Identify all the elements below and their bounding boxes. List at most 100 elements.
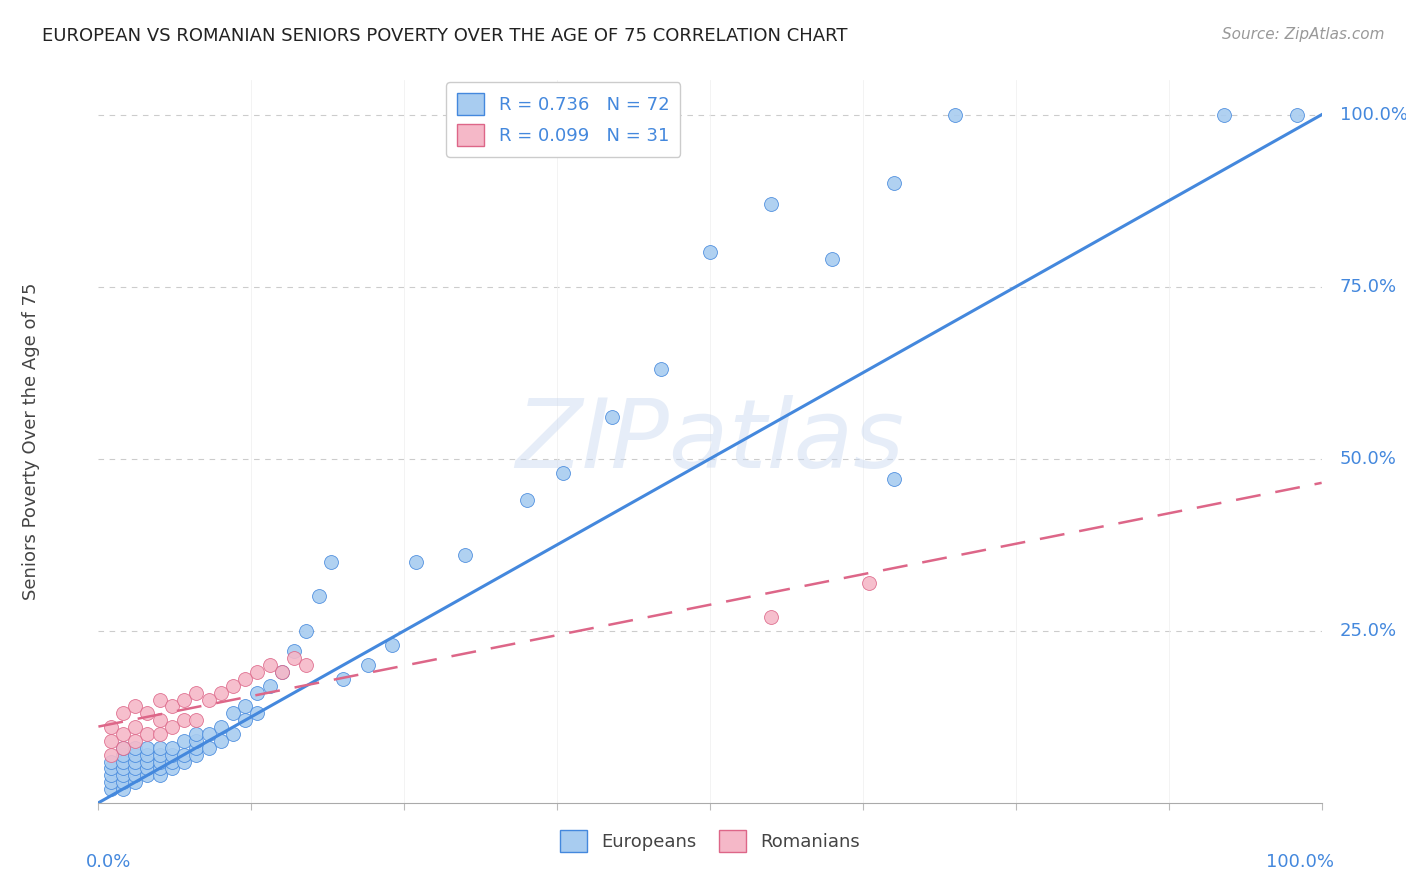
Text: 75.0%: 75.0%	[1340, 277, 1398, 296]
Point	[699, 245, 721, 260]
Point	[149, 713, 172, 727]
Point	[1286, 108, 1309, 122]
Point	[270, 665, 294, 679]
Point	[100, 720, 122, 734]
Point	[136, 755, 159, 769]
Point	[160, 755, 183, 769]
Point	[270, 665, 294, 679]
Point	[197, 727, 219, 741]
Point	[332, 672, 354, 686]
Point	[209, 686, 232, 700]
Point	[124, 761, 146, 775]
Point	[246, 706, 269, 721]
Point	[100, 775, 122, 789]
Point	[149, 692, 172, 706]
Point	[186, 740, 208, 755]
Point	[111, 727, 134, 741]
Point	[233, 713, 256, 727]
Point	[149, 747, 172, 762]
Point	[160, 761, 183, 775]
Point	[222, 679, 245, 693]
Point	[111, 706, 134, 721]
Point	[173, 755, 195, 769]
Point	[883, 177, 905, 191]
Point	[943, 108, 966, 122]
Point	[173, 747, 195, 762]
Point	[100, 734, 122, 748]
Point	[186, 734, 208, 748]
Text: Seniors Poverty Over the Age of 75: Seniors Poverty Over the Age of 75	[22, 283, 41, 600]
Point	[209, 734, 232, 748]
Point	[124, 775, 146, 789]
Point	[160, 699, 183, 714]
Point	[246, 665, 269, 679]
Point	[160, 747, 183, 762]
Point	[136, 727, 159, 741]
Point	[111, 740, 134, 755]
Point	[136, 768, 159, 782]
Point	[186, 727, 208, 741]
Point	[222, 706, 245, 721]
Point	[186, 686, 208, 700]
Text: 25.0%: 25.0%	[1340, 622, 1398, 640]
Point	[136, 747, 159, 762]
Point	[761, 610, 783, 624]
Point	[124, 768, 146, 782]
Point	[124, 720, 146, 734]
Point	[197, 740, 219, 755]
Point	[821, 252, 844, 267]
Point	[553, 466, 575, 480]
Point	[136, 706, 159, 721]
Point	[149, 755, 172, 769]
Text: Source: ZipAtlas.com: Source: ZipAtlas.com	[1222, 27, 1385, 42]
Point	[308, 590, 330, 604]
Point	[124, 740, 146, 755]
Point	[136, 740, 159, 755]
Point	[111, 740, 134, 755]
Point	[405, 555, 427, 569]
Point	[111, 755, 134, 769]
Point	[233, 672, 256, 686]
Point	[883, 472, 905, 486]
Point	[283, 644, 305, 658]
Point	[186, 747, 208, 762]
Point	[160, 720, 183, 734]
Point	[173, 713, 195, 727]
Point	[381, 638, 404, 652]
Point	[111, 782, 134, 797]
Text: 0.0%: 0.0%	[86, 854, 132, 871]
Point	[761, 197, 783, 211]
Point	[100, 768, 122, 782]
Point	[259, 658, 281, 673]
Point	[1212, 108, 1234, 122]
Point	[149, 761, 172, 775]
Point	[246, 686, 269, 700]
Point	[149, 727, 172, 741]
Point	[100, 747, 122, 762]
Text: ZIPatlas: ZIPatlas	[516, 395, 904, 488]
Point	[149, 768, 172, 782]
Point	[233, 699, 256, 714]
Point	[295, 658, 318, 673]
Point	[111, 761, 134, 775]
Point	[100, 761, 122, 775]
Text: EUROPEAN VS ROMANIAN SENIORS POVERTY OVER THE AGE OF 75 CORRELATION CHART: EUROPEAN VS ROMANIAN SENIORS POVERTY OVE…	[42, 27, 848, 45]
Text: 100.0%: 100.0%	[1340, 105, 1406, 124]
Point	[124, 699, 146, 714]
Point	[136, 761, 159, 775]
Point	[283, 651, 305, 665]
Point	[295, 624, 318, 638]
Point	[124, 734, 146, 748]
Point	[356, 658, 378, 673]
Point	[100, 782, 122, 797]
Legend: Europeans, Romanians: Europeans, Romanians	[553, 822, 868, 859]
Point	[319, 555, 342, 569]
Point	[100, 755, 122, 769]
Text: 50.0%: 50.0%	[1340, 450, 1398, 467]
Point	[600, 410, 623, 425]
Point	[650, 362, 672, 376]
Point	[515, 493, 537, 508]
Point	[149, 740, 172, 755]
Point	[124, 755, 146, 769]
Point	[173, 692, 195, 706]
